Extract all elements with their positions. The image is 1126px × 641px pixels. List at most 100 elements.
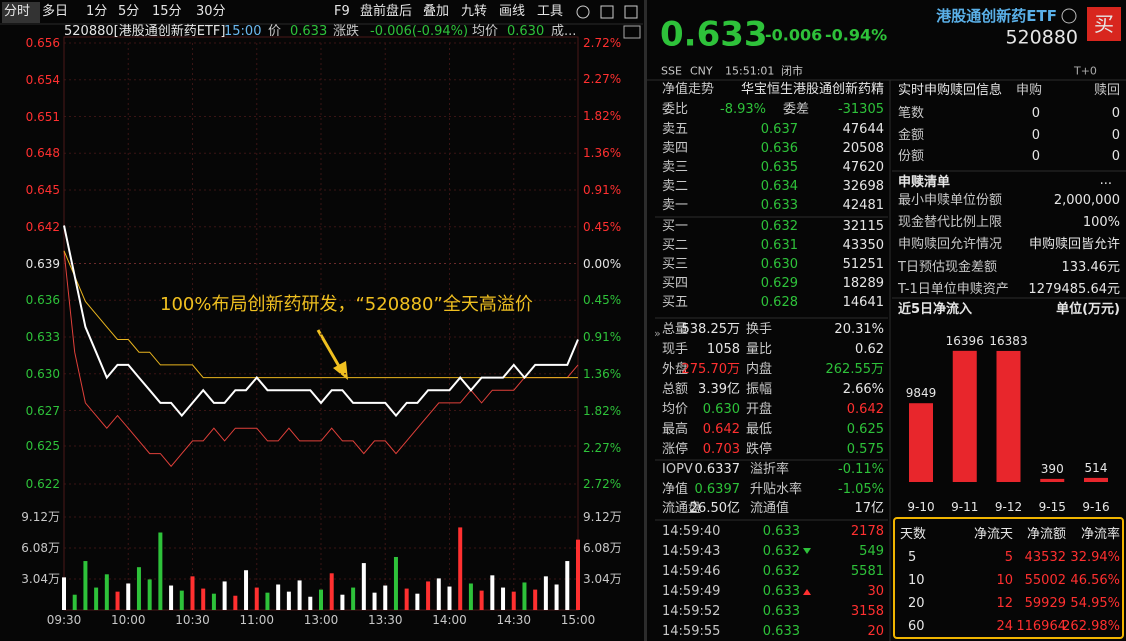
level-volume: 51251 [842, 257, 884, 273]
collapse-icon[interactable]: » [654, 327, 661, 340]
status-time: 15:51:01 [725, 64, 775, 78]
stat-value: 0.62 [855, 342, 884, 358]
x-tick-label: 10:00 [110, 612, 146, 627]
bar-value: 9849 [905, 386, 937, 401]
cell: 12 [996, 596, 1013, 612]
label: T-1日单位申赎资产 [898, 282, 1009, 297]
label: 换手 [746, 322, 773, 338]
y2-tick-label: 0.91% [583, 330, 622, 345]
period-tab[interactable]: 15分 [152, 4, 182, 20]
more[interactable]: ... [1099, 173, 1112, 189]
level: 卖三 [662, 160, 689, 176]
tool-button[interactable]: 盘前盘后 [360, 4, 413, 20]
y-tick-label: 0.636 [25, 293, 60, 308]
label: 份额 [898, 149, 925, 165]
arrow-head [333, 361, 348, 380]
bar [952, 350, 977, 482]
level: 买四 [662, 276, 689, 292]
level-price: 0.636 [760, 141, 798, 157]
bar [1040, 478, 1065, 482]
status-currency: CNY [690, 64, 713, 78]
info-icon[interactable] [1061, 8, 1077, 24]
level-volume: 32115 [842, 219, 884, 235]
tool-button[interactable]: F9 [334, 4, 350, 20]
buy-button-bg[interactable] [1087, 7, 1121, 41]
y-tick-label: 0.654 [25, 72, 60, 87]
down-arrow [803, 548, 811, 554]
period-tab[interactable]: 30分 [196, 4, 226, 20]
volume-tick-label: 9.12万 [21, 509, 60, 524]
volume-bar [554, 584, 559, 610]
x-tick-label: 14:30 [496, 612, 532, 627]
days: 5 [908, 550, 917, 566]
level-volume: 42481 [842, 198, 884, 214]
y-tick-label: 0.656 [25, 35, 60, 50]
volume-bar [276, 584, 281, 610]
cell: 5 [1004, 550, 1013, 566]
header-price: 0.633 [290, 24, 328, 40]
volume-bar [393, 556, 398, 610]
level-price: 0.631 [760, 238, 798, 254]
period-tab[interactable]: 5分 [118, 4, 140, 20]
tool-button[interactable]: 九转 [461, 4, 488, 20]
y-tick-label: 0.639 [25, 256, 60, 271]
period-tab[interactable]: 多日 [42, 4, 69, 20]
volume-bar [94, 587, 99, 610]
period-tab[interactable]: 分时 [4, 4, 31, 20]
x-tick-label: 9-10 [907, 499, 935, 514]
days: 60 [908, 619, 925, 635]
trade-time: 14:59:46 [662, 564, 721, 580]
t0: T+0 [1074, 64, 1097, 78]
tool-button[interactable]: 工具 [537, 4, 564, 20]
cell: 59929 [1024, 596, 1066, 612]
volume-bar [169, 585, 174, 610]
layout-icon[interactable] [624, 5, 638, 19]
label: 开盘 [746, 402, 773, 418]
cell: 24 [996, 619, 1013, 635]
volume-bar [415, 593, 420, 610]
settings-icon[interactable] [576, 5, 590, 19]
value: -31305 [837, 102, 884, 118]
stat-value: 2.66% [842, 382, 884, 398]
label: 赎回 [1093, 83, 1120, 99]
label: 最高 [662, 422, 689, 438]
tool-button[interactable]: 画线 [499, 4, 526, 20]
x-tick-label: 13:00 [303, 612, 339, 627]
label: 最小申赎单位份额 [898, 193, 1003, 209]
level-price: 0.630 [760, 257, 798, 273]
period-tab[interactable]: 1分 [86, 4, 108, 20]
level: 买五 [662, 295, 689, 311]
volume-tick-label: 6.08万 [583, 540, 622, 555]
label: 量比 [746, 342, 773, 358]
cell: 54.95% [1070, 596, 1120, 612]
header-code: 520880[港股通创新药ETF] [64, 24, 226, 40]
y2-tick-label: 2.27% [583, 72, 622, 87]
label: 0 [1031, 106, 1040, 122]
trade-volume: 3158 [850, 604, 884, 620]
y-tick-label: 0.645 [25, 182, 60, 197]
bar-value: 16383 [989, 333, 1028, 348]
stat-value: 0.575 [846, 442, 884, 458]
level-volume: 47644 [842, 122, 884, 138]
trade-volume: 5581 [850, 564, 884, 580]
bar-value: 16396 [945, 333, 984, 348]
stat-value: 17亿 [854, 501, 884, 517]
x-tick-label: 11:00 [239, 612, 275, 627]
volume-bar [222, 581, 227, 610]
tool-button[interactable]: 叠加 [423, 4, 450, 20]
bar [909, 403, 933, 482]
level-price: 0.628 [760, 295, 798, 311]
layout-icon[interactable] [600, 5, 614, 19]
buy-button[interactable]: 买 [1094, 12, 1114, 36]
volume-bar [233, 595, 238, 610]
stat-value: 0.703 [702, 442, 740, 458]
volume-bar [62, 577, 66, 610]
label: 外盘 [662, 362, 689, 378]
x-tick-label: 9-16 [1082, 499, 1110, 514]
trade-price: 0.633 [762, 604, 800, 620]
y2-tick-label: 1.36% [583, 146, 622, 161]
section-title: 近5日净流入 [898, 302, 973, 318]
stat-value: 275.70万 [681, 362, 741, 378]
volume-tick-label: 6.08万 [21, 540, 60, 555]
